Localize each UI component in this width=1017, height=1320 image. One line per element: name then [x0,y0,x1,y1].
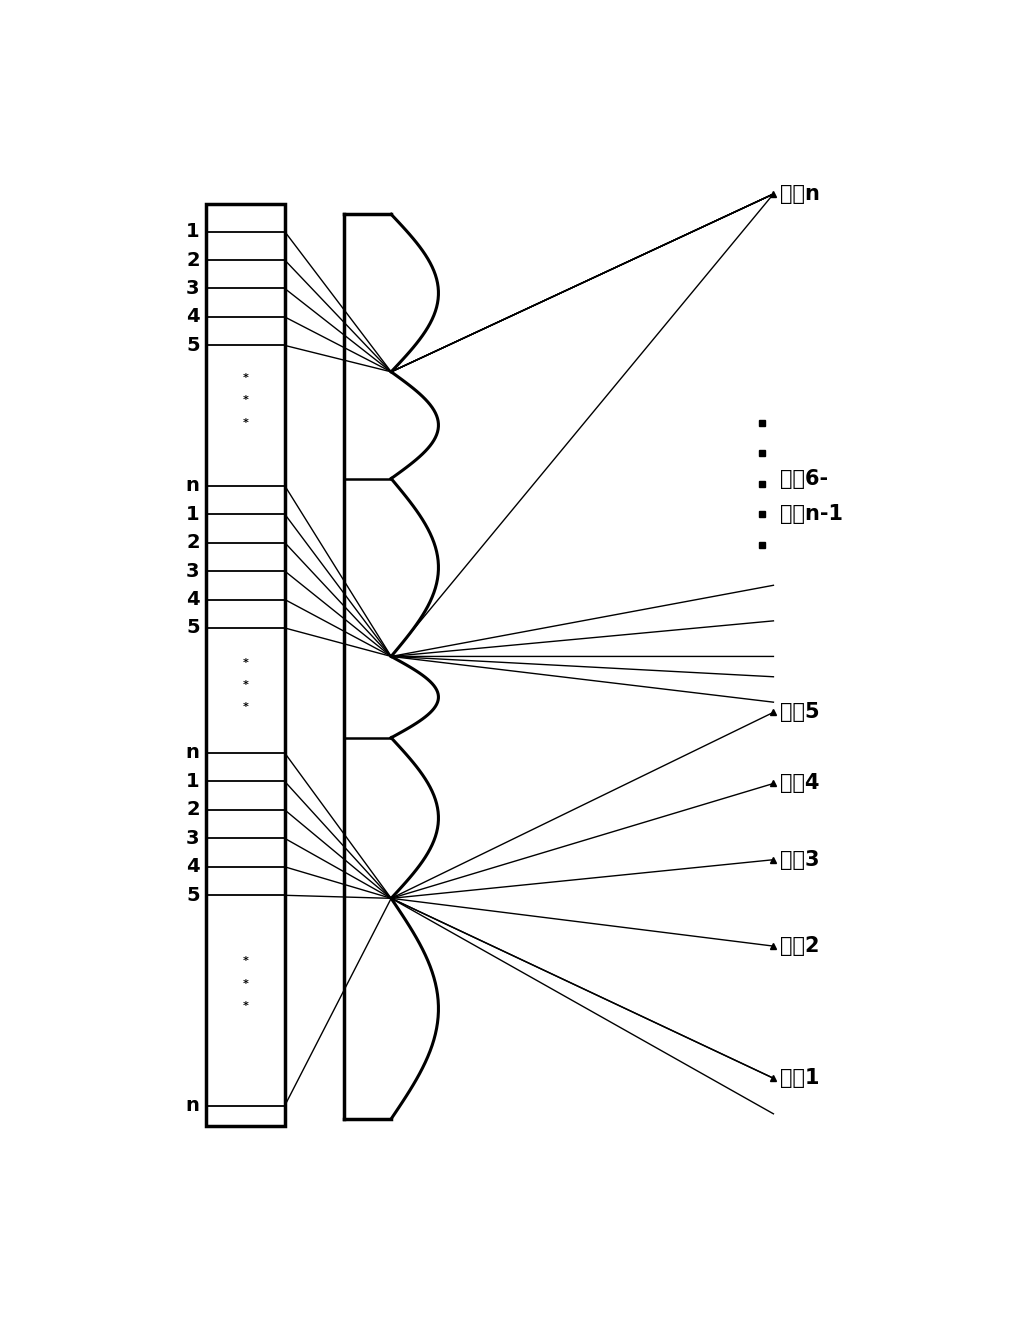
Text: n: n [186,1096,199,1115]
Text: *: * [242,978,248,989]
Text: *: * [242,657,248,668]
Text: *: * [242,702,248,713]
Text: 2: 2 [186,800,199,820]
Text: 5: 5 [186,335,199,355]
Text: *: * [242,957,248,966]
Text: *: * [242,374,248,383]
Text: 1: 1 [186,772,199,791]
Text: 4: 4 [186,857,199,876]
Text: n: n [186,477,199,495]
Text: 视点3: 视点3 [780,850,820,870]
Text: 1: 1 [186,222,199,242]
Text: 视点6-: 视点6- [780,469,828,488]
Text: *: * [242,1001,248,1011]
Text: 4: 4 [186,590,199,609]
Bar [205,205,285,1126]
Text: 3: 3 [186,561,199,581]
Text: *: * [242,395,248,405]
Text: *: * [242,680,248,690]
Text: 视点4: 视点4 [780,774,820,793]
Text: *: * [242,417,248,428]
Text: 4: 4 [186,308,199,326]
Text: n: n [186,743,199,763]
Text: 3: 3 [186,279,199,298]
Text: 3: 3 [186,829,199,847]
Text: 视点n: 视点n [780,183,820,205]
Text: 1: 1 [186,504,199,524]
Text: 2: 2 [186,533,199,552]
Text: 视点1: 视点1 [780,1068,820,1088]
Text: 视点5: 视点5 [780,702,820,722]
Text: 视点n-1: 视点n-1 [780,504,843,524]
Text: 5: 5 [186,619,199,638]
Text: 5: 5 [186,886,199,904]
Text: 视点2: 视点2 [780,936,820,956]
Text: 2: 2 [186,251,199,269]
